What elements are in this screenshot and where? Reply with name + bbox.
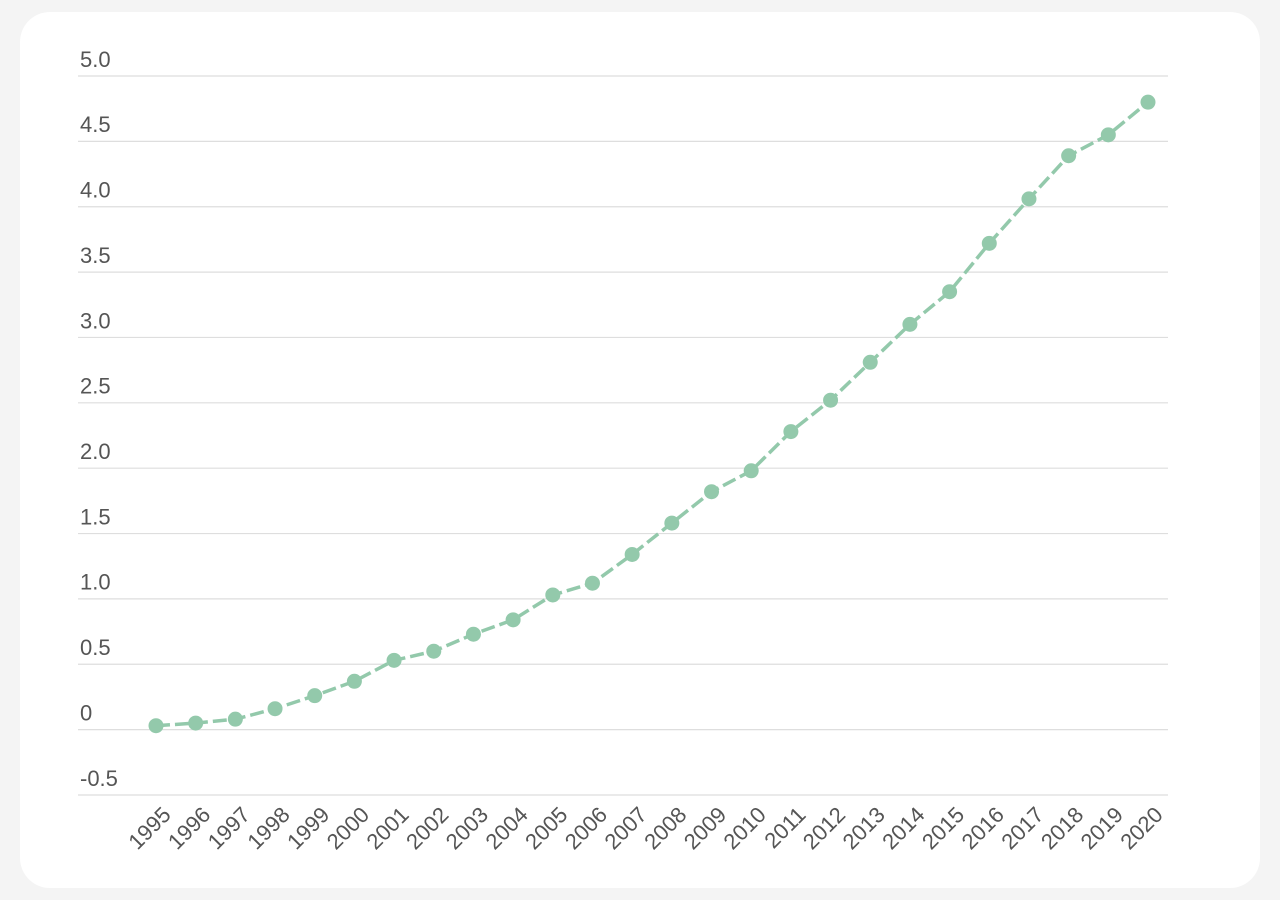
data-point xyxy=(942,284,958,300)
data-point xyxy=(227,711,243,727)
y-tick-label: 1.0 xyxy=(80,570,111,595)
data-point xyxy=(664,515,680,531)
data-point xyxy=(386,652,402,668)
data-point xyxy=(783,424,799,440)
y-tick-label: 0.5 xyxy=(80,635,111,660)
data-point xyxy=(1100,127,1116,143)
data-point xyxy=(188,715,204,731)
data-point xyxy=(545,587,561,603)
data-point xyxy=(426,643,442,659)
data-point xyxy=(346,673,362,689)
y-tick-label: 2.0 xyxy=(80,439,111,464)
data-point xyxy=(981,235,997,251)
data-point xyxy=(1140,94,1156,110)
data-point xyxy=(505,612,521,628)
data-point xyxy=(862,354,878,370)
data-point xyxy=(148,718,164,734)
y-tick-label: 3.0 xyxy=(80,308,111,333)
data-point xyxy=(743,463,759,479)
data-point xyxy=(823,392,839,408)
data-point xyxy=(1021,191,1037,207)
data-point xyxy=(307,688,323,704)
y-tick-label: 3.5 xyxy=(80,243,111,268)
y-tick-label: 2.5 xyxy=(80,374,111,399)
data-point xyxy=(465,626,481,642)
card xyxy=(20,12,1260,888)
data-point xyxy=(267,701,283,717)
data-point xyxy=(1061,148,1077,164)
y-tick-label: 1.5 xyxy=(80,504,111,529)
data-point xyxy=(704,484,720,500)
y-tick-label: 4.5 xyxy=(80,112,111,137)
data-line xyxy=(155,100,1150,728)
data-point xyxy=(902,316,918,332)
data-point xyxy=(584,575,600,591)
data-point xyxy=(624,546,640,562)
y-tick-label: -0.5 xyxy=(80,766,118,791)
y-tick-label: 4.0 xyxy=(80,178,111,203)
y-tick-label: 5.0 xyxy=(80,47,111,72)
y-tick-label: 0 xyxy=(80,700,92,725)
